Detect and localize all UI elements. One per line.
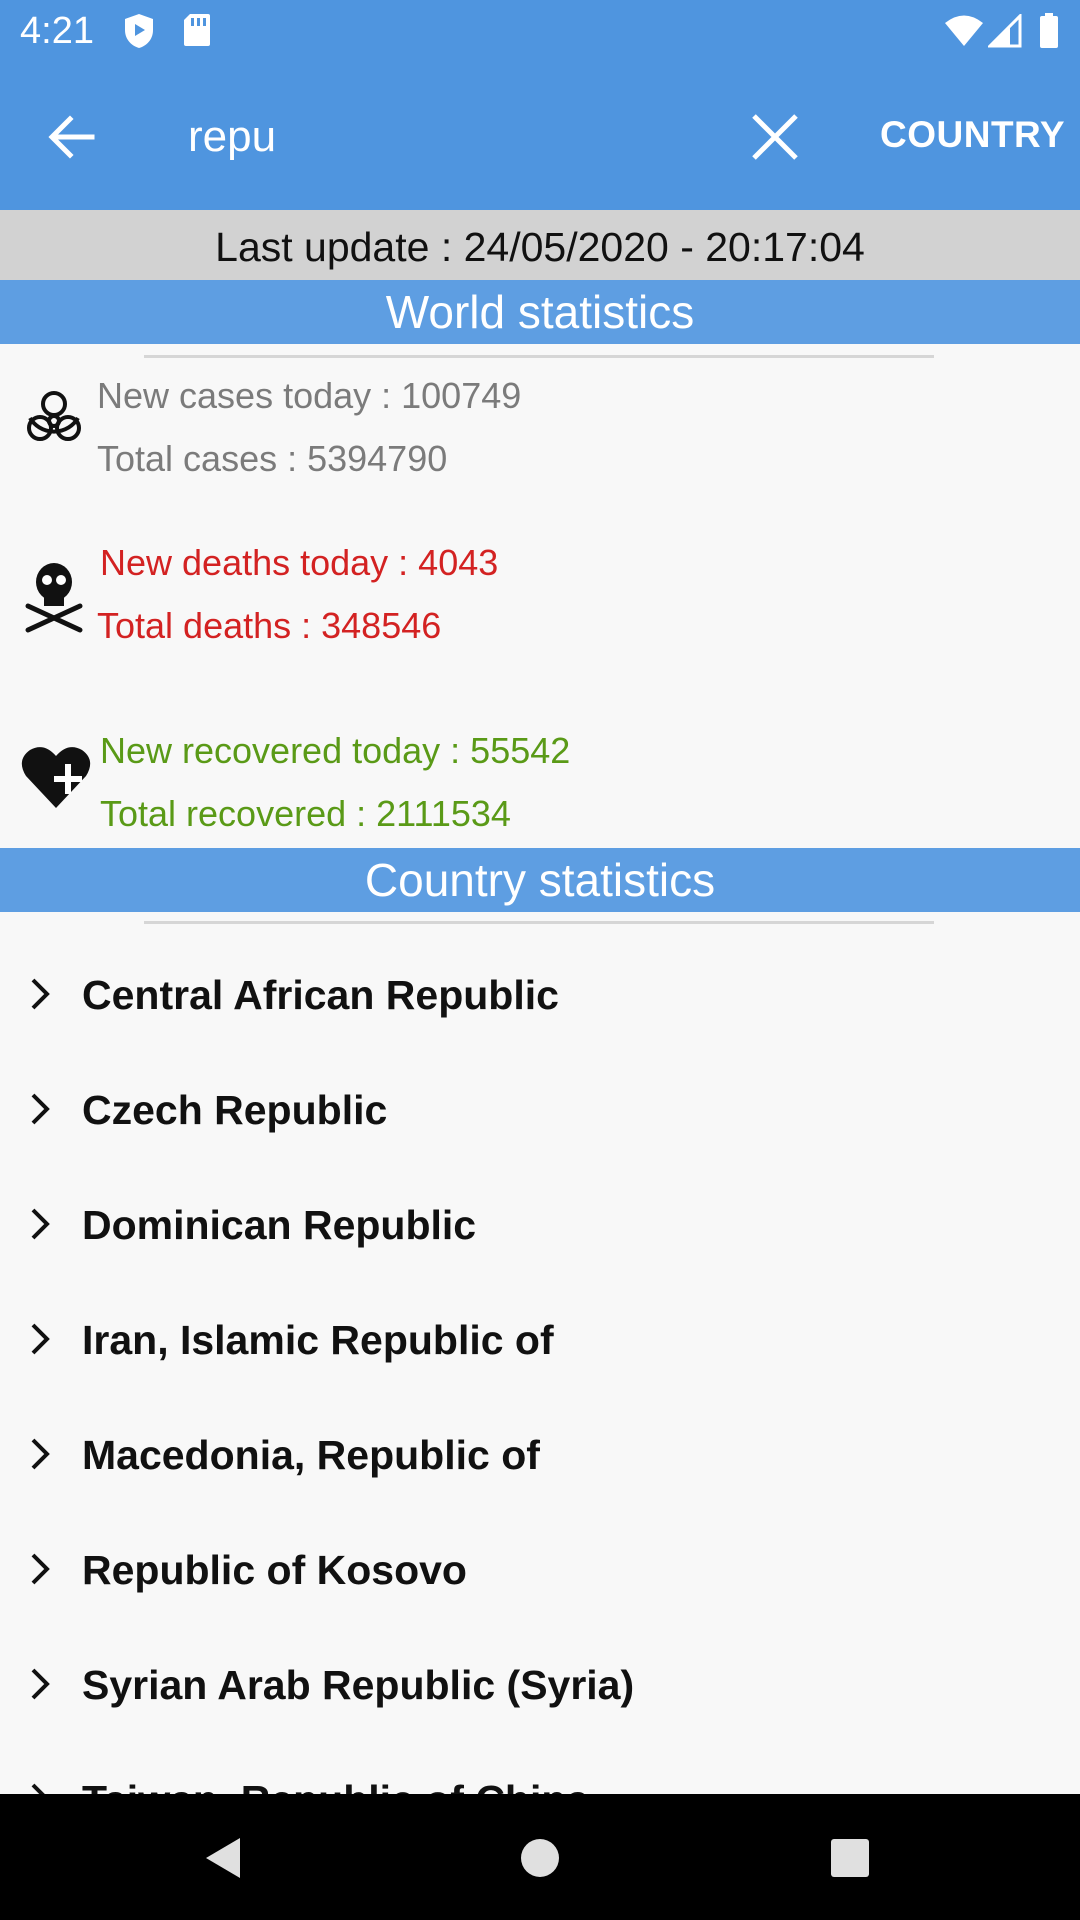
navigation-bar: [0, 1794, 1080, 1920]
country-filter-button[interactable]: COUNTRY: [880, 114, 1066, 155]
status-time: 4:21: [20, 10, 94, 52]
new-cases-today: New cases today : 100749: [97, 375, 522, 416]
close-icon[interactable]: [746, 108, 804, 166]
back-triangle-icon[interactable]: [204, 1836, 244, 1880]
country-list-item[interactable]: Macedonia, Republic of: [0, 1396, 1080, 1510]
country-statistics-header: Country statistics: [0, 848, 1080, 912]
recents-square-icon[interactable]: [830, 1838, 870, 1878]
world-divider: [144, 355, 934, 358]
chevron-right-icon: [31, 1438, 50, 1470]
new-recovered-today: New recovered today : 55542: [100, 730, 571, 771]
country-name: Central African Republic: [82, 972, 559, 1018]
last-update-bar: Last update : 24/05/2020 - 20:17:04: [0, 210, 1080, 280]
heart-plus-icon: [21, 747, 91, 808]
country-list-item[interactable]: Czech Republic: [0, 1051, 1080, 1165]
new-deaths-today: New deaths today : 4043: [100, 542, 499, 583]
country-name: Iran, Islamic Republic of: [82, 1317, 554, 1363]
chevron-right-icon: [31, 1093, 50, 1125]
country-list-item[interactable]: Syrian Arab Republic (Syria): [0, 1626, 1080, 1740]
country-name: Syrian Arab Republic (Syria): [82, 1662, 635, 1708]
country-name: Dominican Republic: [82, 1202, 477, 1248]
total-cases: Total cases : 5394790: [97, 438, 448, 479]
total-recovered: Total recovered : 2111534: [100, 793, 511, 834]
signal-icon: [988, 14, 1022, 48]
status-bar: 4:21: [0, 0, 1080, 64]
battery-icon: [1040, 13, 1058, 48]
country-list-item[interactable]: Dominican Republic: [0, 1166, 1080, 1280]
country-list-item[interactable]: Republic of Kosovo: [0, 1511, 1080, 1625]
app-bar: COUNTRY: [0, 64, 1080, 210]
skull-crossbones-icon: [25, 563, 83, 633]
shield-icon: [125, 14, 153, 48]
chevron-right-icon: [31, 1323, 50, 1355]
chevron-right-icon: [31, 1208, 50, 1240]
chevron-right-icon: [31, 1668, 50, 1700]
country-name: Republic of Kosovo: [82, 1547, 467, 1593]
country-divider: [144, 921, 934, 924]
sd-card-icon: [184, 14, 210, 46]
wifi-icon: [945, 15, 983, 46]
biohazard-icon: [27, 391, 81, 441]
country-list-item[interactable]: Iran, Islamic Republic of: [0, 1281, 1080, 1395]
country-list-item[interactable]: Central African Republic: [0, 936, 1080, 1050]
world-statistics-header: World statistics: [0, 280, 1080, 344]
chevron-right-icon: [31, 978, 50, 1010]
chevron-right-icon: [31, 1553, 50, 1585]
search-input[interactable]: [188, 102, 708, 172]
country-name: Macedonia, Republic of: [82, 1432, 540, 1478]
back-arrow-icon[interactable]: [40, 104, 106, 170]
home-circle-icon[interactable]: [520, 1838, 560, 1878]
country-name: Czech Republic: [82, 1087, 388, 1133]
total-deaths: Total deaths : 348546: [97, 605, 442, 646]
